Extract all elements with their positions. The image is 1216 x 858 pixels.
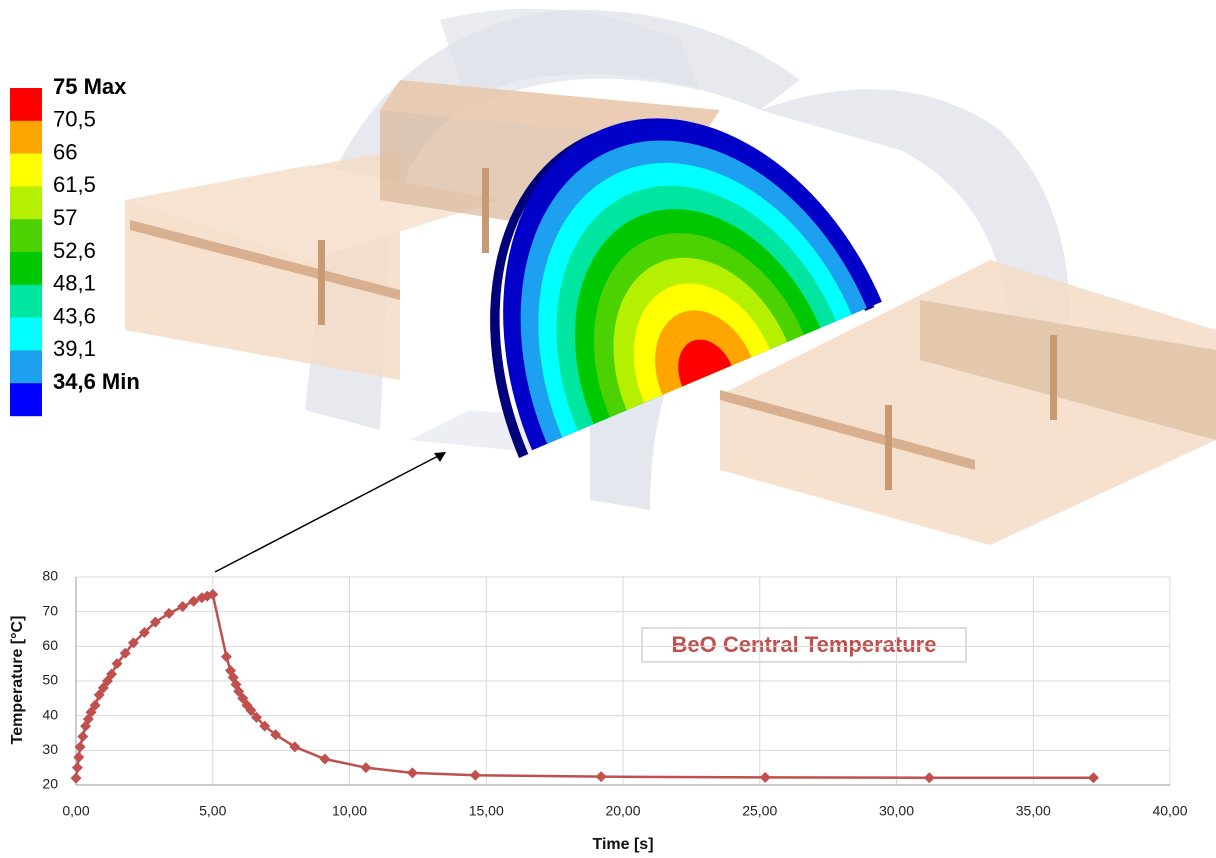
legend-label: 75 Max <box>53 74 127 99</box>
marker <box>1087 772 1099 784</box>
legend-swatch <box>10 88 42 121</box>
legend-swatch <box>10 284 42 318</box>
legend-swatch <box>10 383 42 417</box>
marker <box>149 616 161 628</box>
marker <box>127 637 139 649</box>
legend-label: 66 <box>53 139 77 164</box>
x-tick-label: 15,00 <box>469 803 504 819</box>
x-tick-label: 10,00 <box>332 803 367 819</box>
marker <box>101 675 113 687</box>
legend-label: 39,1 <box>53 336 96 361</box>
marker <box>188 595 200 607</box>
marker <box>759 771 771 783</box>
marker <box>106 668 118 680</box>
marker <box>289 741 301 753</box>
marker <box>406 767 418 779</box>
marker <box>923 772 935 784</box>
render <box>125 8 1216 573</box>
legend-label: 70,5 <box>53 107 96 132</box>
marker <box>237 692 249 704</box>
annotation: BeO Central Temperature <box>672 632 937 657</box>
marker <box>245 704 257 716</box>
marker <box>177 600 189 612</box>
legend-swatch <box>10 317 42 351</box>
marker <box>111 658 123 670</box>
marker <box>360 762 372 774</box>
x-tick-label: 35,00 <box>1016 803 1051 819</box>
marker <box>138 626 150 638</box>
marker <box>71 762 83 774</box>
legend-label: 34,6 Min <box>53 369 140 394</box>
marker <box>259 720 271 732</box>
legend-label: 43,6 <box>53 303 96 328</box>
marker <box>220 651 232 663</box>
contour-band <box>678 339 732 387</box>
marker <box>97 682 109 694</box>
y-tick-label: 30 <box>42 741 58 757</box>
marker <box>469 769 481 781</box>
x-tick-label: 0,00 <box>62 803 89 819</box>
y-tick-label: 50 <box>42 672 58 688</box>
legend-swatch <box>10 252 42 285</box>
legend-label: 52,6 <box>53 238 96 263</box>
legend-label: 61,5 <box>53 172 96 197</box>
y-tick-label: 20 <box>42 776 58 792</box>
legend-swatch <box>10 153 42 187</box>
y-tick-label: 60 <box>42 637 58 653</box>
y-axis-title: Temperature [°C] <box>9 616 26 745</box>
marker <box>85 706 97 718</box>
legend-label: 48,1 <box>53 271 96 296</box>
legend-swatch <box>10 186 42 220</box>
y-tick-label: 80 <box>42 568 58 584</box>
marker <box>73 751 85 763</box>
legend-swatch <box>10 219 42 253</box>
x-axis-title: Time [s] <box>592 836 653 853</box>
marker <box>163 607 175 619</box>
marker <box>207 588 219 600</box>
marker <box>77 730 89 742</box>
y-tick-label: 40 <box>42 706 58 722</box>
x-tick-label: 20,00 <box>605 803 640 819</box>
marker <box>119 647 131 659</box>
x-tick-label: 5,00 <box>199 803 226 819</box>
x-tick-label: 30,00 <box>879 803 914 819</box>
marker <box>595 771 607 783</box>
marker <box>233 685 245 697</box>
marker <box>70 772 82 784</box>
legend-label: 57 <box>53 205 77 230</box>
marker <box>270 729 282 741</box>
marker <box>89 699 101 711</box>
marker <box>74 741 86 753</box>
legend-swatch <box>10 350 42 384</box>
y-tick-label: 70 <box>42 602 58 618</box>
annotation-box <box>641 627 967 663</box>
x-tick-label: 25,00 <box>742 803 777 819</box>
legend-swatch <box>10 120 42 154</box>
marker <box>319 753 331 765</box>
x-tick-label: 40,00 <box>1152 803 1187 819</box>
marker <box>251 711 263 723</box>
marker <box>93 689 105 701</box>
